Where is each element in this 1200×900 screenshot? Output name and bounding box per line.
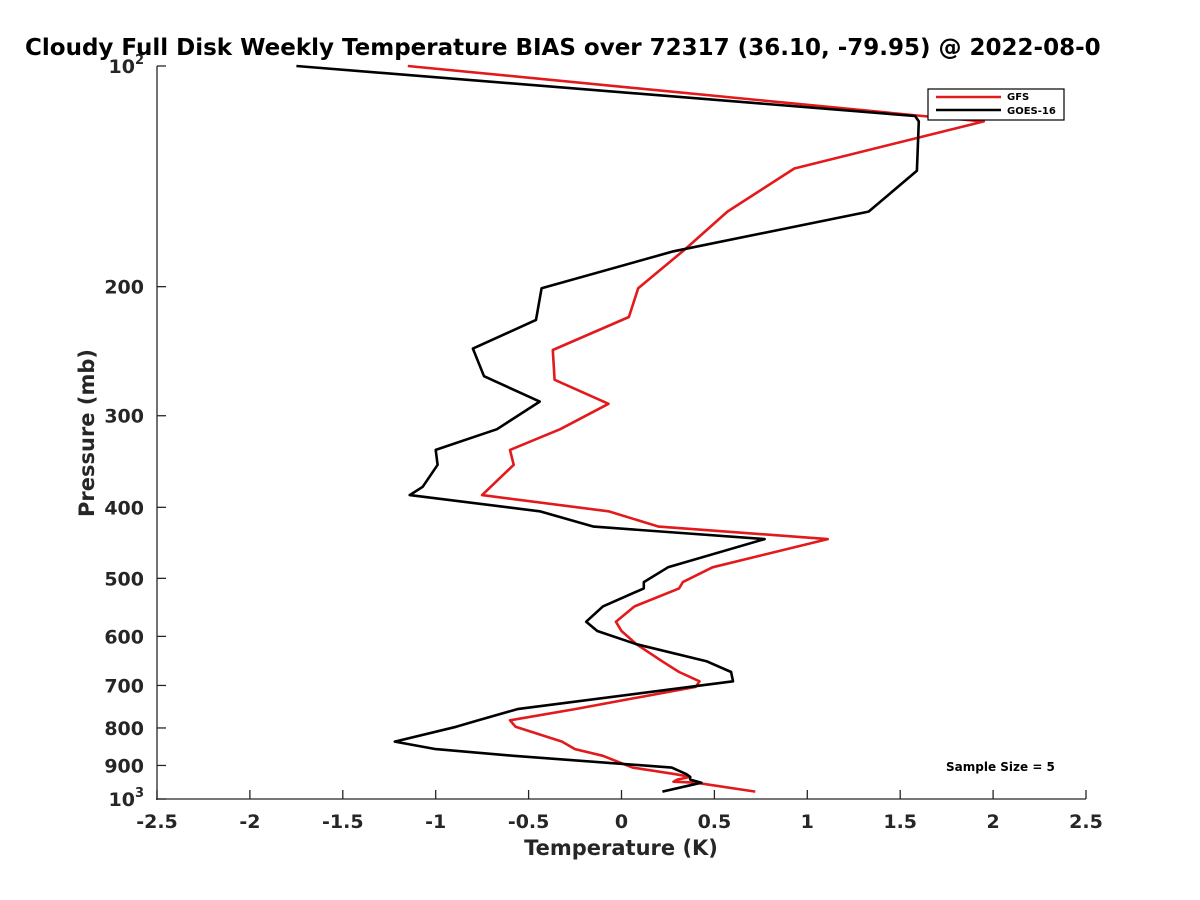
legend-label-gfs: GFS	[1007, 92, 1029, 103]
x-tick-label: 1.5	[883, 811, 917, 833]
x-tick-label: -1	[425, 811, 446, 833]
y-axis-label: Pressure (mb)	[75, 349, 99, 517]
x-tick-label: -2.5	[136, 811, 178, 833]
y-tick-label: 400	[104, 497, 144, 519]
series-layer	[296, 64, 986, 793]
x-tick-label: 0.5	[698, 811, 732, 833]
plot-area	[157, 66, 1086, 799]
x-tick-label: -2	[239, 811, 260, 833]
x-axis-label: Temperature (K)	[524, 836, 718, 860]
y-tick-label: 900	[104, 755, 144, 777]
legend-box	[927, 88, 1065, 121]
series-line-gfs	[407, 64, 986, 793]
y-axis-ticks: 102 200 300 400 500 600 700 800 900 103	[104, 53, 166, 811]
x-tick-label: 0	[615, 811, 628, 833]
chart-title: Cloudy Full Disk Weekly Temperature BIAS…	[25, 35, 1101, 61]
y-tick-label: 500	[104, 568, 144, 590]
legend-label-goes16: GOES-16	[1007, 106, 1056, 117]
series-line-goes16	[296, 64, 921, 793]
y-tick-label: 102	[109, 53, 145, 78]
sample-size-annotation: Sample Size = 5	[946, 760, 1055, 774]
y-tick-label: 800	[104, 718, 144, 740]
y-tick-label: 600	[104, 626, 144, 648]
x-tick-label: 1	[801, 811, 814, 833]
y-tick-label: 103	[109, 786, 145, 811]
x-tick-label: -0.5	[508, 811, 550, 833]
x-tick-label: 2	[986, 811, 999, 833]
y-tick-label: 700	[104, 675, 144, 697]
x-axis-ticks: -2.5 -2 -1.5 -1 -0.5 0 0.5 1 1.5 2 2.5	[136, 790, 1103, 833]
y-tick-label: 200	[104, 277, 144, 299]
y-tick-label: 300	[104, 406, 144, 428]
x-tick-label: 2.5	[1069, 811, 1103, 833]
legend: GFS GOES-16	[927, 88, 1065, 121]
x-tick-label: -1.5	[322, 811, 364, 833]
